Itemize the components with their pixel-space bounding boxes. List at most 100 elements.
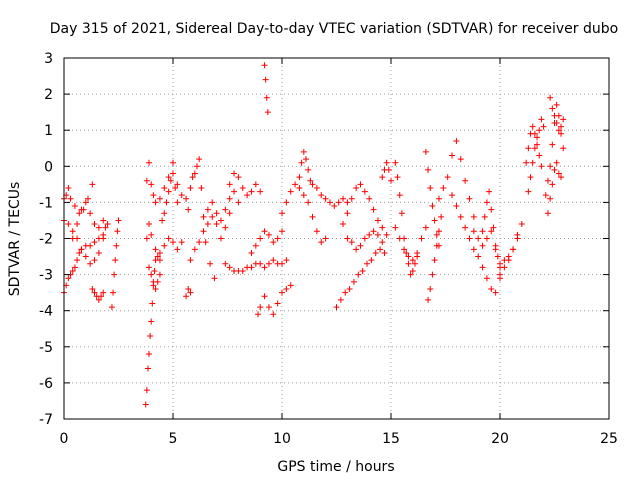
data-point [549,105,556,112]
data-point [453,138,460,145]
data-point [174,181,181,188]
data-point [148,318,155,325]
data-point [283,199,290,206]
data-point [110,289,117,296]
data-point [392,159,399,166]
data-point [409,257,416,264]
data-point [74,221,81,228]
data-point [536,152,543,159]
data-point [152,246,159,253]
data-point [531,130,538,137]
data-point [146,159,153,166]
data-point [388,177,394,184]
data-point [433,231,440,238]
data-point [287,188,294,195]
data-point [331,203,338,210]
data-point [222,206,229,213]
data-point [309,213,316,220]
data-point [529,123,536,130]
data-point [346,286,353,293]
data-point [185,206,192,213]
data-point [296,174,303,181]
data-point [91,221,98,228]
series [61,217,109,267]
series [340,181,390,238]
data-point [204,206,211,213]
data-point [553,159,560,166]
data-point [538,163,545,170]
data-point [462,177,469,184]
data-point [431,217,438,224]
data-point [425,296,432,303]
series [392,224,429,264]
data-point [102,224,109,231]
y-tick-label: 2 [44,87,53,103]
data-point [340,221,347,228]
data-point [174,246,181,253]
data-point [470,246,477,253]
series [142,253,163,408]
data-point [555,170,562,177]
data-point [549,181,556,188]
data-point [523,159,530,166]
data-point [374,231,381,238]
data-point [313,228,320,235]
data-point [213,221,220,228]
series [497,221,525,278]
data-point [95,296,102,303]
data-point [84,195,91,202]
data-point [405,253,412,260]
data-point [527,174,534,181]
series [279,181,329,246]
data-point [265,304,272,311]
data-point [263,94,270,101]
data-point [374,217,381,224]
series [422,148,442,249]
data-point [287,282,294,289]
data-point [318,192,325,199]
y-tick-label: 3 [44,51,53,67]
data-point [146,221,153,228]
data-point [248,188,255,195]
data-point [383,159,390,166]
data-point [396,192,403,199]
data-point [226,264,233,271]
data-point [366,231,373,238]
data-point [170,170,176,177]
data-point [264,109,271,116]
data-point [112,257,119,264]
data-point [226,195,233,202]
data-point [481,213,488,220]
series [69,199,107,242]
series [248,228,285,256]
data-point [165,235,172,242]
data-point [69,235,76,242]
data-point [318,239,325,246]
data-point [148,231,155,238]
series [187,210,233,264]
data-point [226,210,233,217]
data-point [337,296,344,303]
data-point [170,239,176,246]
data-point [163,199,170,206]
data-point [547,94,554,101]
data-point [483,235,490,242]
data-point [529,159,536,166]
data-point [505,257,512,264]
data-point [357,181,364,188]
data-point [100,289,107,296]
data-point [544,210,551,217]
data-point [170,159,176,166]
data-point [368,257,375,264]
data-point [146,351,153,358]
data-point [547,195,554,202]
data-point [65,275,72,282]
data-point [394,174,401,181]
data-point [350,278,357,285]
data-point [261,293,268,300]
data-point [150,192,157,199]
data-point [377,246,384,253]
data-point [398,210,405,217]
data-point [488,228,495,235]
data-point [359,267,366,274]
